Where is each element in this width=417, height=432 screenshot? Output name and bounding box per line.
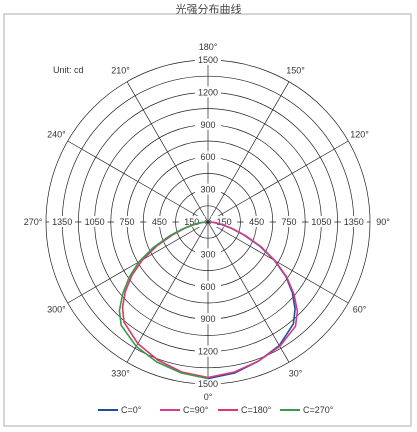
angle-labels: 0° 30° 60° 90° 120° 150° 180° 210° 240° 270° 300° 3… [24, 42, 391, 402]
tick-label-left-bg [114, 216, 140, 227]
legend: C=0° C=90° C=180° C=270° [98, 405, 334, 415]
grid-spoke [126, 81, 209, 223]
legend-label: C=270° [303, 405, 334, 415]
plot-border [3, 13, 412, 427]
angle-label: 30° [289, 369, 303, 379]
grid-spoke [207, 221, 349, 304]
legend-label: C=90° [183, 405, 209, 415]
tick-label-right-bg [308, 216, 335, 227]
legend-label: C=180° [241, 405, 272, 415]
tick-label-top: 300 [200, 185, 215, 195]
angle-label: 120° [350, 130, 369, 140]
tick-label-left: 1350 [52, 217, 72, 227]
tick-label-left-bg [146, 216, 173, 227]
tick-label-left: 1050 [85, 217, 105, 227]
tick-label-right: 450 [249, 217, 264, 227]
angle-label: 300° [47, 305, 66, 315]
unit-label: Unit: cd [53, 65, 84, 75]
tick-label-top-bg [195, 54, 221, 65]
tick-label-right-bg [340, 216, 367, 227]
series-line [207, 221, 296, 380]
grid-spoke [126, 221, 209, 363]
tick-label-left-bg [178, 216, 205, 227]
angle-label: 180° [199, 42, 218, 52]
tick-label-bottom-bg [195, 378, 221, 389]
tick-label-bottom: 1200 [198, 347, 218, 357]
angle-label: 210° [111, 65, 130, 75]
tick-label-right-bg [276, 216, 302, 227]
tick-label-right-bg [243, 216, 270, 227]
angle-label: 60° [353, 305, 367, 315]
grid-spoke [207, 221, 290, 363]
radial-tick-labels: 1500 1200 900 600 300 300 600 900 1200 1500 1350 10… [49, 54, 367, 389]
grid-spoke [207, 140, 349, 223]
tick-label-bottom: 600 [200, 282, 215, 292]
tick-label-top-bg [195, 86, 221, 98]
tick-label-bottom-bg [195, 345, 221, 357]
tick-label-bottom-bg [195, 280, 221, 292]
tick-label-top-bg [195, 183, 221, 195]
tick-label-left-bg [49, 216, 76, 227]
angle-label: 0° [204, 392, 213, 402]
tick-label-top: 1200 [198, 87, 218, 97]
tick-label-bottom-bg [195, 313, 221, 325]
tick-label-right-bg [211, 216, 238, 227]
curves [118, 221, 299, 380]
series-line [118, 221, 209, 380]
tick-label-left-bg [81, 216, 108, 227]
angle-label: 330° [111, 369, 130, 379]
series-line [207, 221, 299, 379]
tick-label-top: 1500 [198, 55, 218, 65]
tick-label-bottom: 300 [200, 249, 215, 259]
tick-label-left: 450 [152, 217, 167, 227]
angle-label: 270° [24, 217, 43, 227]
tick-label-left: 750 [119, 217, 134, 227]
tick-label-top-bg [195, 118, 221, 130]
tick-label-right: 1050 [311, 217, 331, 227]
tick-label-top-bg [195, 151, 221, 163]
chart-title: 光强分布曲线 [175, 3, 242, 16]
tick-label-left: 150 [184, 217, 199, 227]
angle-label: 240° [47, 130, 66, 140]
tick-label-right: 1350 [344, 217, 364, 227]
angle-label: 90° [376, 217, 390, 227]
tick-label-right: 750 [281, 217, 296, 227]
tick-label-top: 900 [200, 120, 215, 130]
tick-label-top: 600 [200, 152, 215, 162]
tick-label-bottom: 900 [200, 314, 215, 324]
grid-spoke [67, 140, 209, 223]
tick-label-bottom-bg [195, 248, 221, 260]
grid-spoke [207, 81, 290, 223]
tick-label-right: 150 [217, 217, 232, 227]
angle-label: 150° [286, 65, 305, 75]
legend-label: C=0° [121, 405, 142, 415]
tick-label-bottom: 1500 [198, 379, 218, 389]
